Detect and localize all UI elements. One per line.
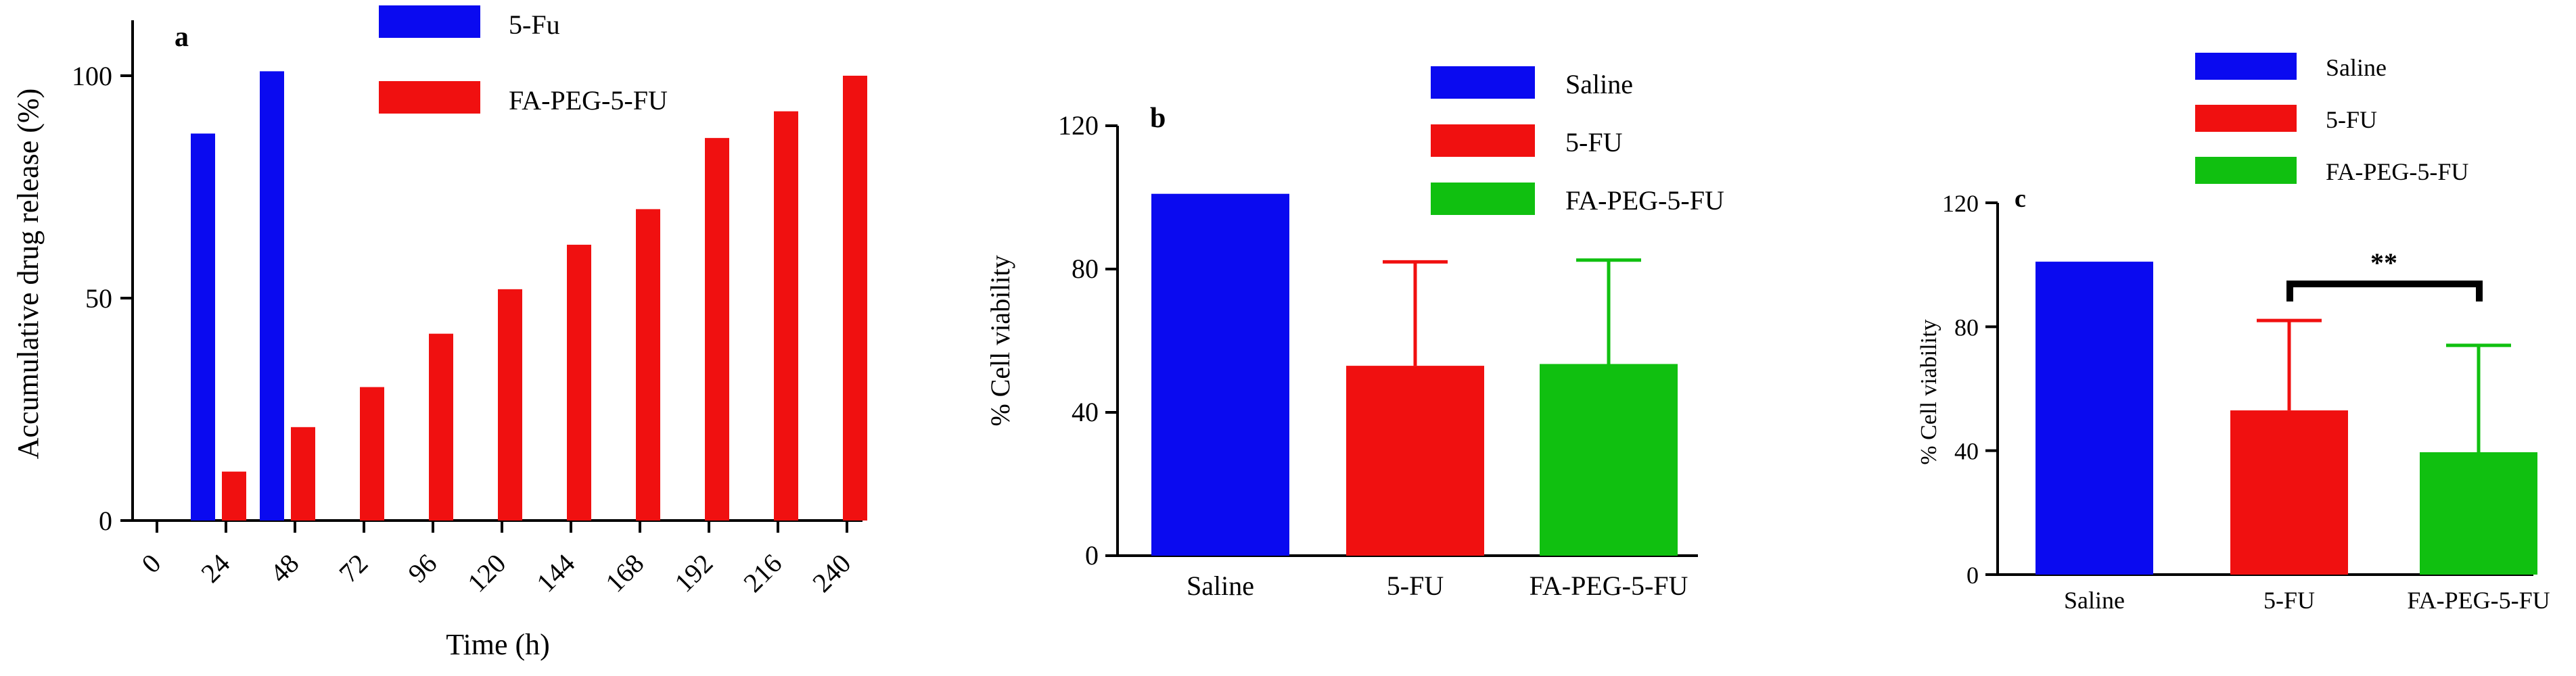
panel-b-y-tick-label: 80 <box>1072 254 1099 284</box>
panel-a-label: a <box>175 22 189 53</box>
panel-a-x-tick-label: 72 <box>333 548 373 589</box>
panel-a-x-tick-label: 120 <box>461 548 511 598</box>
panel-a-x-tick-label: 240 <box>806 548 856 598</box>
legend-a-swatch-fapeg <box>379 81 480 114</box>
panel-a-y-tick-label: 50 <box>85 283 112 314</box>
bar-fa-peg-5-fu <box>1540 364 1678 556</box>
legend-b-label-saline: Saline <box>1565 69 1633 99</box>
panel-a-x-tick-label: 144 <box>530 548 580 598</box>
legend-c-swatch-fapeg <box>2195 157 2297 184</box>
legend-a-label-5fu: 5-Fu <box>509 9 560 40</box>
legend-b-label-5fu: 5-FU <box>1565 127 1623 158</box>
bar-fa-peg-5fu <box>360 387 384 521</box>
panel-a-x-axis-title: Time (h) <box>446 628 550 661</box>
panel-b-y-tick-label: 120 <box>1058 110 1099 141</box>
bar-fa-peg-5fu <box>498 289 522 521</box>
panel-a: a 5-Fu FA-PEG-5-FU 0 50 100 0 24 48 72 96 120 14… <box>12 5 867 661</box>
legend-a-label-fapeg: FA-PEG-5-FU <box>509 85 668 116</box>
legend-c-label-fapeg: FA-PEG-5-FU <box>2326 158 2468 185</box>
panel-a-x-tick-label: 48 <box>264 548 304 589</box>
legend-c-label-5fu: 5-FU <box>2326 106 2377 133</box>
bar-fa-peg-5fu <box>429 333 453 521</box>
bar-5-fu <box>1346 366 1484 556</box>
bar-fa-peg-5fu <box>567 245 591 521</box>
legend-c-label-saline: Saline <box>2326 54 2387 81</box>
panel-c-y-tick-label: 40 <box>1954 438 1979 465</box>
significance-stars: ** <box>2370 247 2397 278</box>
panel-b-label: b <box>1150 103 1166 134</box>
panel-a-x-tick-label: 0 <box>135 548 166 579</box>
bar-saline <box>2036 262 2153 575</box>
legend-c-swatch-5fu <box>2195 105 2297 132</box>
bar-fa-peg-5fu <box>774 111 798 521</box>
bar-fa-peg-5fu <box>222 471 246 521</box>
x-label-5-fu: 5-FU <box>2263 587 2315 614</box>
panel-b-y-axis-title: % Cell viability <box>985 255 1015 426</box>
panel-c-y-axis-title: % Cell viability <box>1916 319 1941 464</box>
panel-a-y-tick-label: 0 <box>99 506 112 536</box>
panel-a-x-tick-label: 216 <box>737 548 787 598</box>
panel-b: b Saline 5-FU FA-PEG-5-FU 0 40 80 120 Salin… <box>985 66 1724 601</box>
bar-fa-peg-5-fu <box>2420 452 2537 575</box>
legend-b-swatch-fapeg <box>1431 183 1535 215</box>
panel-a-y-tick-label: 100 <box>72 61 112 91</box>
x-label-5-fu: 5-FU <box>1387 571 1444 601</box>
legend-a-swatch-5fu <box>379 5 480 38</box>
bar-fa-peg-5fu <box>291 427 315 521</box>
bar-5-fu <box>2230 410 2348 575</box>
panel-a-x-tick-label: 24 <box>195 548 235 589</box>
panel-c-y-tick-label: 0 <box>1967 562 1979 589</box>
panel-c-y-tick-label: 120 <box>1942 190 1979 217</box>
x-label-fa-peg-5-fu: FA-PEG-5-FU <box>2407 587 2550 614</box>
panel-c: c Saline 5-FU FA-PEG-5-FU 0 40 80 120 Salin… <box>1916 53 2550 614</box>
significance-bracket <box>2286 281 2483 301</box>
bar-5fu <box>191 133 215 521</box>
legend-b-swatch-5fu <box>1431 124 1535 157</box>
x-label-saline: Saline <box>1187 571 1254 601</box>
panel-b-y-tick-label: 0 <box>1085 540 1099 571</box>
legend-b-swatch-saline <box>1431 66 1535 99</box>
panel-a-x-tick-label: 168 <box>599 548 649 598</box>
panel-c-label: c <box>2015 185 2026 213</box>
panel-a-x-tick-label: 96 <box>402 548 442 589</box>
panel-b-y-tick-label: 40 <box>1072 397 1099 427</box>
bar-fa-peg-5fu <box>843 76 867 521</box>
bar-5fu <box>260 71 284 521</box>
panel-c-y-tick-label: 80 <box>1954 314 1979 341</box>
bar-saline <box>1151 193 1289 556</box>
bar-fa-peg-5fu <box>705 138 729 521</box>
legend-c-swatch-saline <box>2195 53 2297 80</box>
panel-a-x-tick-label: 192 <box>668 548 718 598</box>
legend-b-label-fapeg: FA-PEG-5-FU <box>1565 185 1724 216</box>
bar-fa-peg-5fu <box>636 209 660 521</box>
panel-a-y-axis-title: Accumulative drug release (%) <box>12 89 45 460</box>
x-label-fa-peg-5-fu: FA-PEG-5-FU <box>1530 571 1688 601</box>
x-label-saline: Saline <box>2064 587 2125 614</box>
